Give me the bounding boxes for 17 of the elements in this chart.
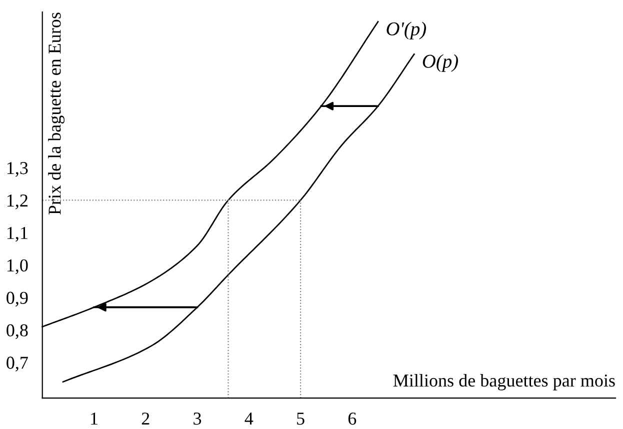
x-tick-label: 6 bbox=[348, 412, 356, 425]
y-tick-label: 0,9 bbox=[6, 292, 28, 307]
x-tick-label: 2 bbox=[142, 412, 150, 425]
y-tick-label: 1,2 bbox=[7, 194, 28, 210]
x-tick-label: 4 bbox=[244, 412, 254, 425]
y-axis-title: Prix de la baguette en Euros bbox=[48, 12, 65, 215]
y-tick-label: 0,8 bbox=[6, 324, 28, 340]
series-label: O'(p) bbox=[386, 22, 426, 40]
y-tick-label: 0,7 bbox=[6, 356, 28, 372]
y-tick-label: 1,3 bbox=[7, 162, 28, 177]
x-tick-label: 5 bbox=[297, 412, 304, 425]
x-axis-title: Millions de baguettes par mois bbox=[393, 374, 615, 390]
y-tick-label: 1,0 bbox=[7, 259, 28, 274]
x-tick-label: 3 bbox=[194, 412, 202, 425]
y-tick-label: 1,1 bbox=[7, 226, 28, 242]
x-tick-label: 1 bbox=[91, 412, 98, 425]
series-label: O(p) bbox=[422, 54, 458, 72]
